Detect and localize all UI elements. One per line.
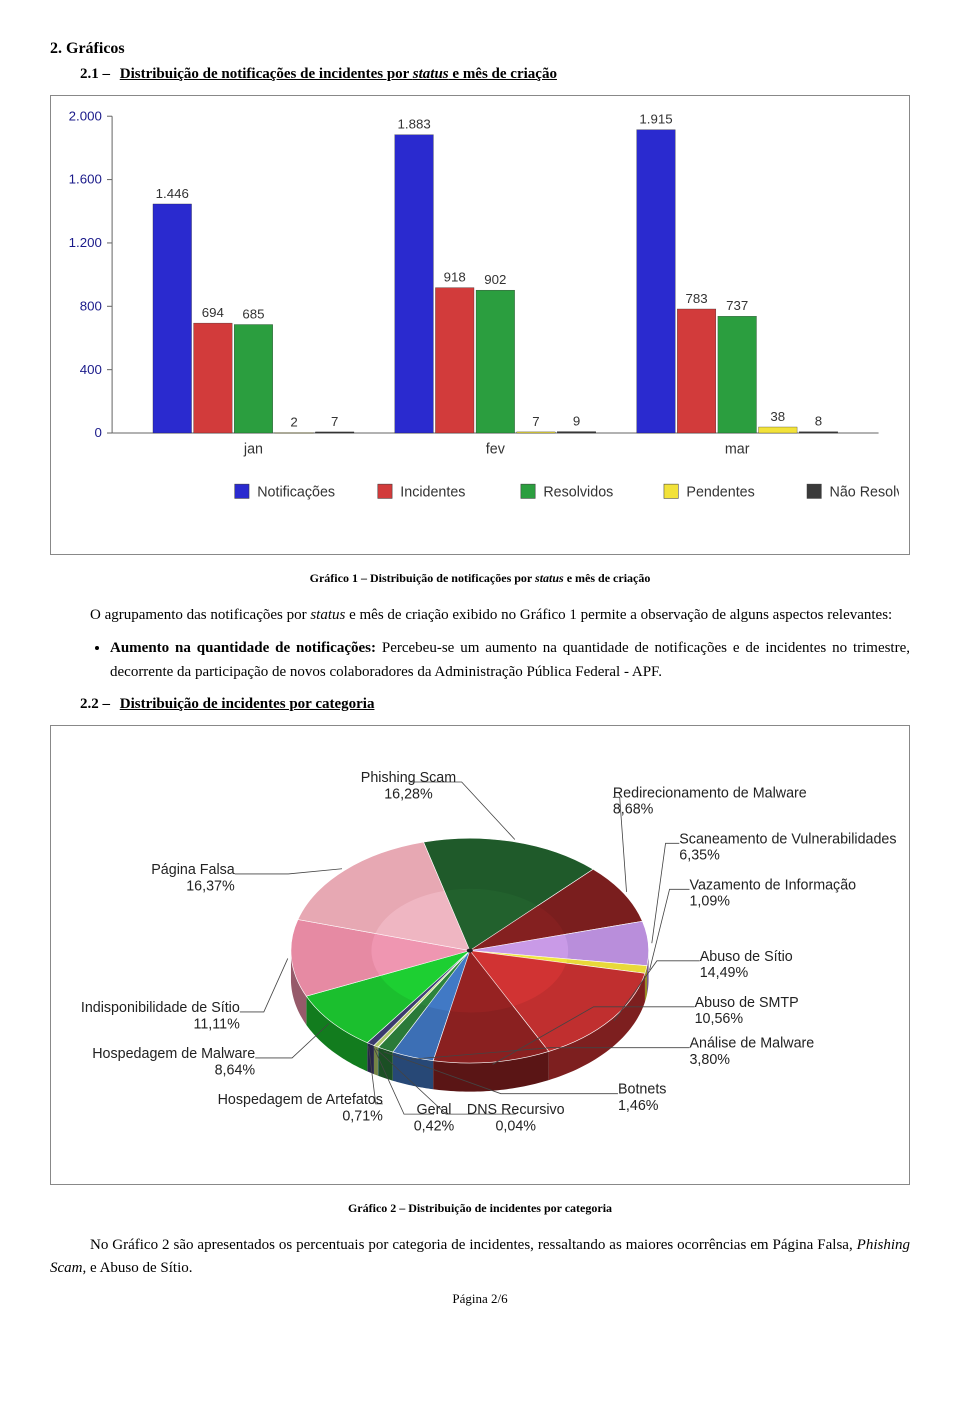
svg-text:0,42%: 0,42%: [414, 1118, 455, 1134]
svg-text:737: 737: [726, 298, 748, 313]
svg-text:2.000: 2.000: [69, 108, 102, 123]
svg-text:Redirecionamento de Malware: Redirecionamento de Malware: [613, 785, 807, 801]
svg-text:783: 783: [686, 291, 708, 306]
svg-text:7: 7: [532, 414, 539, 429]
svg-text:mar: mar: [725, 441, 750, 457]
para-after-chart2: No Gráfico 2 são apresentados os percent…: [50, 1234, 910, 1281]
svg-text:6,35%: 6,35%: [679, 848, 720, 864]
svg-text:8,64%: 8,64%: [215, 1062, 256, 1078]
section-2-heading: 2. Gráficos: [50, 40, 910, 58]
svg-text:16,28%: 16,28%: [384, 786, 433, 802]
para1-em: status: [310, 607, 345, 623]
svg-text:10,56%: 10,56%: [695, 1011, 744, 1027]
svg-text:0,71%: 0,71%: [342, 1108, 383, 1124]
svg-text:800: 800: [80, 298, 102, 313]
pie-chart-container: Phishing Scam16,28% Redirecionamento de M…: [50, 725, 910, 1185]
svg-text:918: 918: [444, 269, 466, 284]
subsection-2-1-heading: 2.1 – Distribuição de notificações de in…: [80, 66, 910, 83]
svg-text:Botnets: Botnets: [618, 1082, 666, 1098]
svg-text:694: 694: [202, 305, 224, 320]
para1-post: e mês de criação exibido no Gráfico 1 pe…: [345, 607, 892, 623]
svg-text:Pendentes: Pendentes: [686, 484, 754, 500]
svg-text:16,37%: 16,37%: [186, 878, 235, 894]
svg-text:Análise de Malware: Análise de Malware: [689, 1036, 814, 1052]
svg-text:14,49%: 14,49%: [700, 965, 749, 981]
caption1-pre: Gráfico 1 – Distribuição de notificações…: [310, 571, 535, 585]
subsection-num: 2.1 –: [80, 66, 110, 82]
svg-text:jan: jan: [243, 441, 263, 457]
subsection-2-2-heading: 2.2 – Distribuição de incidentes por cat…: [80, 696, 910, 713]
para2-post: , e Abuso de Sítio.: [83, 1260, 193, 1276]
svg-text:Abuso de SMTP: Abuso de SMTP: [695, 995, 799, 1011]
subsection-title-2: Distribuição de incidentes por categoria: [120, 696, 375, 712]
svg-text:685: 685: [242, 306, 264, 321]
svg-text:Vazamento de Informação: Vazamento de Informação: [689, 877, 856, 893]
title-pre: Distribuição de notificações de incident…: [120, 66, 413, 82]
svg-text:fev: fev: [486, 441, 506, 457]
svg-text:Scaneamento de Vulnerabilidade: Scaneamento de Vulnerabilidades: [679, 831, 896, 847]
svg-text:0,04%: 0,04%: [495, 1118, 536, 1134]
pie-chart: Phishing Scam16,28% Redirecionamento de M…: [61, 736, 899, 1165]
svg-text:DNS Recursivo: DNS Recursivo: [467, 1102, 565, 1118]
subsection-num-2: 2.2 –: [80, 696, 110, 712]
bar-chart: 0 400 800 1.200 1.600 2.000 1.446 694 685 2 7 jan 1.…: [61, 106, 899, 535]
page-footer: Página 2/6: [50, 1291, 910, 1307]
svg-text:3,80%: 3,80%: [689, 1052, 730, 1068]
svg-text:1,46%: 1,46%: [618, 1098, 659, 1114]
svg-text:1.600: 1.600: [69, 172, 102, 187]
svg-text:Resolvidos: Resolvidos: [543, 484, 613, 500]
svg-text:8,68%: 8,68%: [613, 802, 654, 818]
bullet1-lead: Aumento na quantidade de notificações:: [110, 640, 382, 656]
svg-text:9: 9: [573, 413, 580, 428]
caption1-em: status: [535, 571, 564, 585]
svg-text:1.915: 1.915: [639, 112, 672, 127]
bullet-aumento: Aumento na quantidade de notificações: P…: [110, 637, 910, 684]
svg-text:Hospedagem de Malware: Hospedagem de Malware: [92, 1046, 255, 1062]
caption1-post: e mês de criação: [564, 571, 651, 585]
svg-text:Incidentes: Incidentes: [400, 484, 465, 500]
svg-text:11,11%: 11,11%: [193, 1016, 240, 1032]
svg-text:7: 7: [331, 414, 338, 429]
svg-text:1.446: 1.446: [156, 186, 189, 201]
svg-text:902: 902: [484, 272, 506, 287]
svg-text:Indisponibilidade de Sítio: Indisponibilidade de Sítio: [81, 1000, 240, 1016]
svg-text:Notificações: Notificações: [257, 484, 335, 500]
caption-grafico-1: Gráfico 1 – Distribuição de notificações…: [50, 571, 910, 586]
svg-text:1.200: 1.200: [69, 235, 102, 250]
svg-text:0: 0: [94, 425, 101, 440]
svg-text:Hospedagem de Artefatos: Hospedagem de Artefatos: [218, 1092, 383, 1108]
title-em: status: [413, 66, 449, 82]
para-after-chart1: O agrupamento das notificações por statu…: [50, 604, 910, 627]
svg-text:8: 8: [815, 414, 822, 429]
svg-text:Não Resolvidos: Não Resolvidos: [830, 484, 899, 500]
svg-text:Página Falsa: Página Falsa: [151, 862, 234, 878]
caption-grafico-2: Gráfico 2 – Distribuição de incidentes p…: [50, 1201, 910, 1216]
title-post: e mês de criação: [449, 66, 557, 82]
subsection-title: Distribuição de notificações de incident…: [120, 66, 557, 82]
svg-text:1,09%: 1,09%: [689, 894, 730, 910]
bullet-list-1: Aumento na quantidade de notificações: P…: [110, 637, 910, 684]
svg-text:1.883: 1.883: [398, 117, 431, 132]
svg-text:38: 38: [770, 409, 785, 424]
svg-text:400: 400: [80, 362, 102, 377]
svg-text:Abuso de Sítio: Abuso de Sítio: [700, 949, 793, 965]
para1-pre: O agrupamento das notificações por: [90, 607, 310, 623]
bar-chart-container: 0 400 800 1.200 1.600 2.000 1.446 694 685 2 7 jan 1.…: [50, 95, 910, 555]
svg-text:Phishing Scam: Phishing Scam: [361, 770, 456, 786]
para2-pre: No Gráfico 2 são apresentados os percent…: [90, 1237, 857, 1253]
svg-text:Geral: Geral: [417, 1102, 452, 1118]
svg-text:2: 2: [290, 415, 297, 430]
